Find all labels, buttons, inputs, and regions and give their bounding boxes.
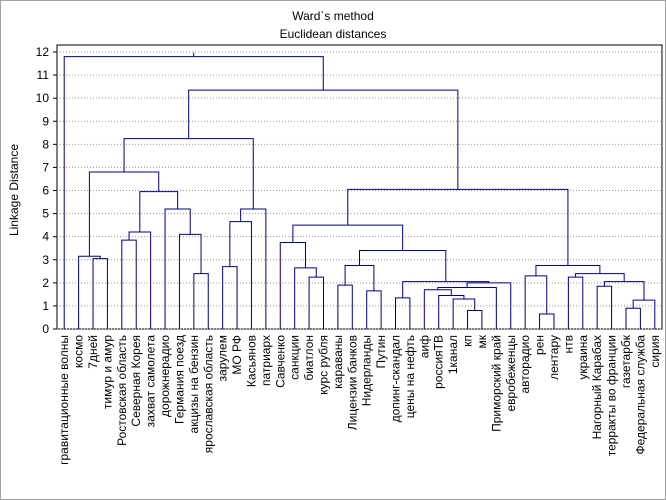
leaf-label: Приморский край [489, 335, 503, 432]
leaf-label: авторадио [518, 335, 532, 394]
leaf-label: газетарбк [619, 334, 633, 388]
leaf-label: 1канал [446, 335, 460, 374]
leaf-label: Путин [374, 335, 388, 368]
link [164, 208, 191, 329]
link [78, 255, 101, 329]
leaf-label: терракты во франции [605, 335, 619, 456]
leaf-label: караваны [331, 335, 345, 389]
link [359, 250, 447, 282]
y-tick-label: 10 [36, 91, 50, 105]
leaf-label: Ростовская область [115, 335, 129, 446]
leaf-label: гравитационные волны [57, 335, 71, 465]
link [240, 208, 267, 329]
link [92, 258, 108, 329]
link [63, 56, 324, 329]
leaf-label: биатлон [302, 335, 316, 381]
leaf-label: Лицензии банков [345, 335, 359, 430]
link [229, 221, 252, 329]
y-tick-label: 3 [42, 253, 49, 267]
y-tick-label: 7 [42, 160, 49, 174]
link [632, 299, 656, 329]
leaf-label: зарулем [216, 335, 230, 381]
y-tick-label: 6 [42, 184, 49, 198]
leaf-label: кп [461, 335, 475, 347]
link [567, 276, 584, 329]
leaf-label: Касьянов [244, 335, 258, 387]
leaf-label: патриарх [259, 335, 273, 386]
leaf-label: захват самолета [144, 335, 158, 428]
leaf-label: сирия [648, 335, 662, 368]
leaf-label: Северная Корея [129, 335, 143, 427]
leaf-label: допинг-скандал [389, 335, 403, 422]
leaf-label: дорожнерадио [158, 335, 172, 417]
link [279, 241, 306, 329]
leaf-label: россияТВ [432, 335, 446, 389]
leaf-label: евробеженцы [504, 335, 518, 412]
link [308, 276, 324, 329]
leaf-label: тимур и амур [100, 335, 114, 409]
leaf-label: цены на нефть [403, 335, 417, 418]
link [596, 285, 613, 329]
link [337, 284, 353, 329]
link [347, 188, 569, 266]
leaf-label: украина [576, 335, 590, 380]
leaf-label: Савченко [273, 335, 287, 388]
y-tick-label: 9 [42, 114, 49, 128]
y-tick-label: 8 [42, 137, 49, 151]
y-tick-label: 11 [37, 68, 50, 82]
y-axis-label: Linkage Distance [7, 144, 21, 236]
link [452, 298, 476, 329]
link [539, 313, 555, 329]
leaf-label: мк [475, 334, 489, 348]
y-tick-label: 2 [42, 276, 49, 290]
leaf-label: курс рубля [316, 335, 330, 395]
y-tick-label: 1 [42, 299, 49, 313]
leaf-label: Германия поезд [172, 335, 186, 424]
leaf-label: лентару [547, 335, 561, 380]
leaf-label: акцизы на бензин [187, 335, 201, 433]
leaf-label: Нагорный Карабах [590, 335, 604, 439]
y-tick-label: 5 [42, 207, 49, 221]
chart-title: Ward`s method [292, 9, 374, 23]
leaf-label: аиф [417, 335, 431, 358]
leaf-label: МО РФ [230, 335, 244, 375]
leaf-label: Нидерланды [360, 335, 374, 406]
link [123, 138, 254, 209]
leaf-label: ярославская область [201, 335, 215, 453]
leaf-label: космо [72, 335, 86, 368]
leaf-label: 7дней [86, 335, 100, 369]
link [344, 265, 375, 291]
leaf-label: санкции [288, 335, 302, 380]
leaf-label: Федеральная служба [633, 335, 647, 455]
y-tick-label: 12 [36, 45, 50, 59]
leaf-label: нтв [561, 335, 575, 354]
y-tick-label: 4 [42, 230, 49, 244]
link [535, 265, 601, 276]
leaf-label: рен [533, 335, 547, 355]
chart-subtitle: Euclidean distances [280, 27, 387, 41]
plot-area [56, 44, 663, 330]
y-tick-label: 0 [42, 322, 49, 336]
link [366, 290, 382, 329]
